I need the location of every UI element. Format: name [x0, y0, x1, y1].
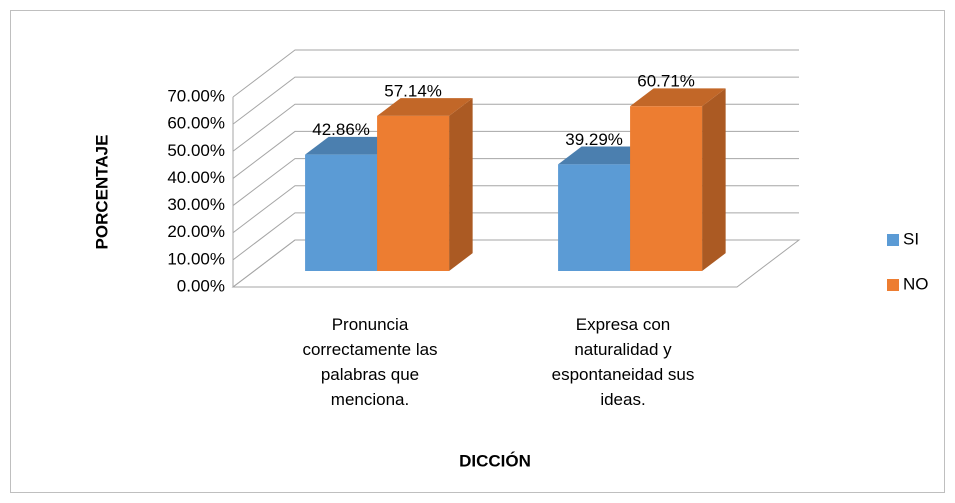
legend-label: SI	[903, 229, 919, 248]
legend-swatch	[887, 279, 899, 291]
bar-side	[449, 98, 473, 272]
y-tick-label: 40.00%	[167, 168, 225, 187]
legend-label: NO	[903, 274, 929, 293]
data-label: 42.86%	[312, 120, 370, 139]
bar-top	[377, 98, 473, 116]
grid-line	[232, 76, 799, 125]
x-axis-title: DICCIÓN	[459, 451, 531, 470]
y-tick-label: 70.00%	[167, 86, 225, 105]
grid-line	[232, 103, 799, 152]
legend-swatch	[887, 234, 899, 246]
x-tick-label: Pronuncia correctamente las palabras que…	[302, 315, 438, 409]
bar	[558, 164, 631, 272]
data-label: 60.71%	[637, 72, 695, 91]
grid-line	[232, 49, 799, 98]
y-axis-title: PORCENTAJE	[92, 135, 111, 250]
y-tick-label: 20.00%	[167, 222, 225, 241]
chart-border	[10, 10, 945, 493]
bar	[305, 154, 378, 272]
y-tick-label: 10.00%	[167, 249, 225, 268]
bar	[630, 106, 703, 272]
bar-top	[558, 146, 654, 165]
data-label: 39.29%	[565, 130, 623, 149]
bar-side	[702, 88, 726, 272]
y-tick-label: 0.00%	[177, 276, 225, 295]
bar-top	[630, 88, 726, 107]
bar	[377, 115, 450, 272]
bar-top	[305, 136, 401, 155]
y-tick-label: 60.00%	[167, 114, 225, 133]
y-tick-label: 50.00%	[167, 141, 225, 160]
y-tick-label: 30.00%	[167, 195, 225, 214]
x-tick-label: Expresa con naturalidad y espontaneidad …	[551, 315, 695, 409]
data-label: 57.14%	[384, 81, 442, 100]
